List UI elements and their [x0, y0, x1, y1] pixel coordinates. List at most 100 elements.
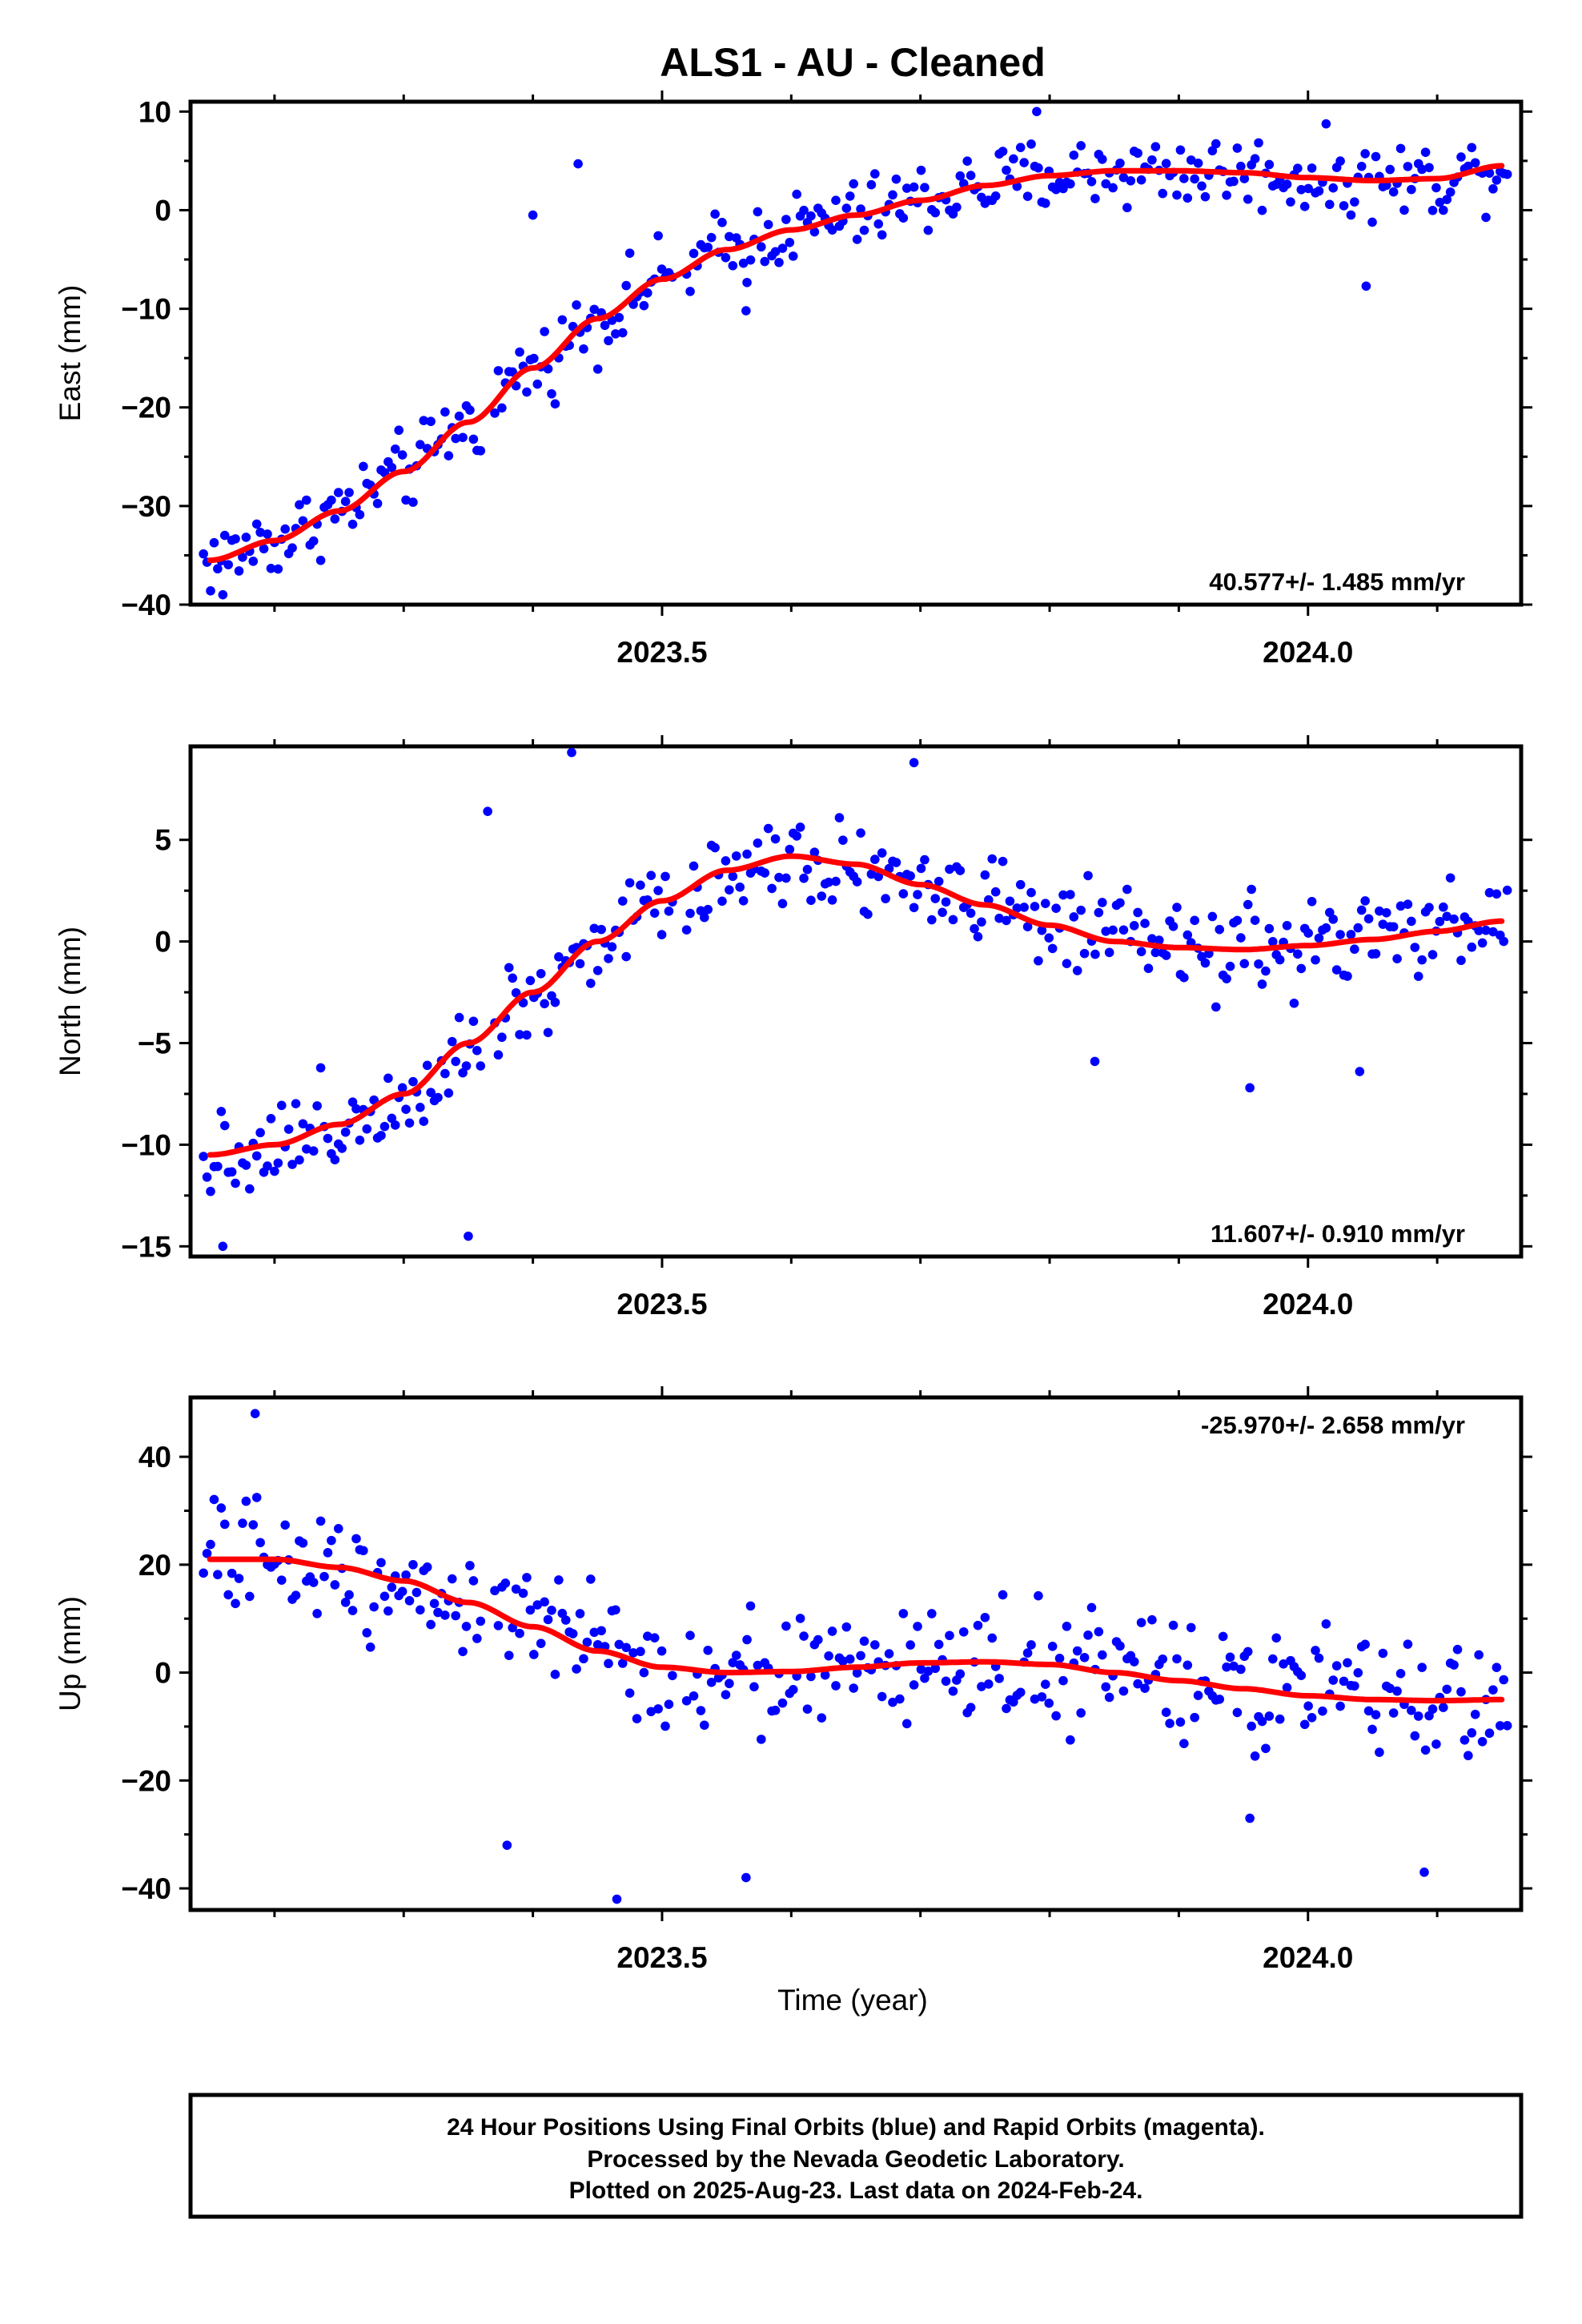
data-point — [1019, 903, 1029, 912]
data-point — [1467, 143, 1477, 153]
data-point — [483, 806, 492, 817]
data-point — [213, 1570, 223, 1580]
data-point — [1158, 188, 1168, 199]
data-point — [1378, 1648, 1388, 1659]
data-point — [721, 252, 731, 263]
data-point — [1207, 911, 1218, 922]
data-point — [1267, 1654, 1278, 1664]
data-point — [1385, 1683, 1395, 1694]
data-point — [497, 1032, 507, 1043]
data-point — [1388, 1708, 1399, 1718]
data-point — [1236, 933, 1246, 943]
data-point — [206, 1186, 215, 1196]
data-point — [1385, 164, 1395, 175]
data-point — [802, 1704, 813, 1714]
data-point — [251, 1493, 262, 1502]
data-point — [1143, 963, 1154, 974]
x-tick-label: 2023.5 — [616, 636, 707, 669]
data-point — [841, 1622, 852, 1632]
data-point — [1026, 139, 1036, 149]
data-point — [725, 1679, 734, 1689]
footer-line-3: Plotted on 2025-Aug-23. Last data on 202… — [569, 2177, 1143, 2204]
x-tick-label: 2024.0 — [1263, 1288, 1353, 1321]
data-point — [1225, 1652, 1235, 1663]
data-point — [856, 828, 865, 838]
data-point — [419, 1116, 429, 1126]
data-point — [852, 235, 862, 244]
data-point — [308, 536, 319, 546]
data-point — [770, 834, 781, 844]
data-point — [493, 1050, 504, 1060]
data-point — [1172, 903, 1182, 912]
data-point — [1271, 1633, 1282, 1643]
data-point — [1097, 1650, 1107, 1660]
data-point — [700, 1720, 709, 1731]
data-point — [1172, 190, 1182, 200]
data-point — [218, 589, 228, 600]
data-point — [1015, 143, 1026, 152]
data-point — [273, 564, 283, 574]
data-point — [1158, 1654, 1168, 1664]
data-point — [742, 849, 752, 859]
data-point — [323, 1133, 333, 1144]
x-tick-label: 2023.5 — [616, 1941, 707, 1974]
data-point — [898, 889, 909, 899]
data-point — [508, 1622, 517, 1633]
data-point — [529, 1650, 539, 1659]
data-point — [1118, 925, 1129, 935]
data-point — [1492, 175, 1502, 185]
data-point — [308, 1146, 319, 1156]
data-point — [1431, 1739, 1441, 1749]
data-point — [1245, 1083, 1255, 1093]
data-point — [958, 1626, 969, 1637]
data-point — [1356, 161, 1367, 171]
data-point — [1356, 905, 1367, 915]
data-point — [926, 915, 937, 925]
data-point — [1051, 1711, 1061, 1721]
data-point — [1040, 1679, 1050, 1689]
data-point — [916, 863, 926, 874]
data-point — [838, 835, 848, 845]
data-point — [387, 1582, 397, 1592]
data-point — [1424, 903, 1434, 912]
up-panel: 2023.5 2024.0 −40 −20 0 20 40 Up (mm) -25.970+/-… — [54, 1386, 1532, 1974]
data-point — [617, 896, 628, 906]
data-point — [898, 1609, 909, 1618]
data-point — [617, 328, 628, 338]
data-point — [945, 1630, 954, 1641]
data-point — [1122, 203, 1132, 213]
y-tick-label: −30 — [121, 490, 171, 523]
data-point — [408, 1076, 418, 1087]
data-point — [216, 1503, 227, 1513]
data-point — [1225, 961, 1235, 971]
data-point — [340, 497, 351, 506]
data-point — [799, 205, 809, 215]
data-point — [1427, 1704, 1438, 1714]
data-point — [1367, 217, 1377, 227]
data-point — [547, 388, 556, 399]
data-point — [1030, 1694, 1040, 1704]
data-point — [624, 1688, 635, 1699]
data-point — [1066, 1735, 1075, 1745]
data-point — [1417, 164, 1427, 175]
data-point — [1381, 907, 1391, 918]
data-point — [1445, 187, 1456, 197]
data-point — [1247, 884, 1256, 895]
data-point — [1417, 955, 1427, 965]
data-point — [532, 1600, 543, 1610]
data-point — [1190, 915, 1199, 926]
data-point — [685, 287, 695, 296]
data-point — [955, 171, 966, 181]
data-point — [668, 1671, 677, 1681]
data-point — [387, 462, 397, 472]
data-point — [401, 495, 411, 505]
data-point — [1502, 885, 1512, 895]
data-point — [323, 1548, 333, 1558]
data-point — [888, 190, 897, 200]
data-point — [1136, 1618, 1146, 1627]
data-point — [728, 260, 738, 271]
data-point — [604, 954, 613, 963]
data-point — [621, 951, 631, 962]
data-point — [1339, 1676, 1349, 1687]
data-point — [824, 1651, 833, 1661]
